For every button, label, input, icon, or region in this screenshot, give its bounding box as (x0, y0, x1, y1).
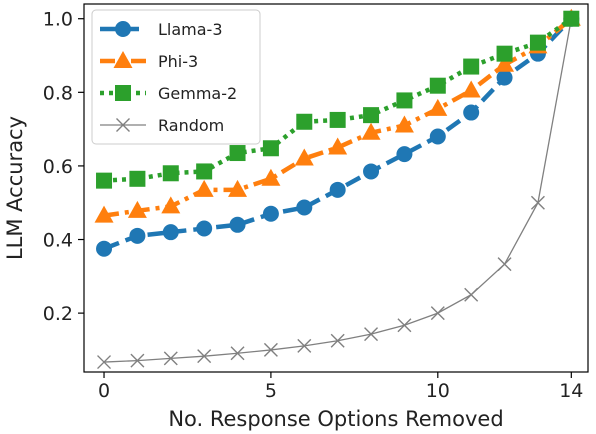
data-point (330, 333, 345, 348)
data-point (229, 216, 246, 233)
data-point (394, 115, 414, 133)
legend-entry-llama-3: Llama-3 (100, 20, 223, 39)
y-tick-label: 0.2 (43, 303, 73, 325)
series-random (97, 11, 579, 370)
data-point (296, 199, 313, 216)
plot-area (94, 8, 581, 370)
data-point (96, 240, 113, 257)
data-point (461, 80, 481, 98)
data-point (496, 45, 513, 62)
data-point (464, 287, 479, 302)
data-point (563, 10, 580, 27)
data-point (127, 200, 147, 218)
y-tick-label: 0.8 (43, 82, 73, 104)
data-point (329, 111, 346, 128)
data-point (430, 306, 445, 321)
legend-label: Phi-3 (158, 52, 198, 71)
data-point (163, 351, 178, 366)
x-axis-label: No. Response Options Removed (168, 407, 503, 431)
data-point (363, 163, 380, 180)
series-line-gemma-2 (103, 16, 573, 183)
legend-entry-random: Random (100, 116, 224, 135)
data-point (429, 128, 446, 145)
y-tick-label: 0.4 (43, 230, 73, 252)
legend-label: Llama-3 (158, 20, 223, 39)
legend-marker (115, 21, 131, 37)
legend-label: Gemma-2 (158, 84, 237, 103)
legend-entry-phi-3: Phi-3 (100, 51, 198, 71)
data-point (429, 77, 446, 94)
data-point (229, 145, 246, 162)
data-point (397, 318, 412, 333)
data-point (196, 220, 213, 237)
legend-marker (115, 85, 131, 101)
x-tick-label: 5 (265, 380, 277, 402)
data-point (530, 195, 545, 210)
data-point (329, 181, 346, 198)
data-point (496, 69, 513, 86)
legend-marker (113, 51, 133, 68)
data-point (94, 205, 114, 223)
data-point (328, 137, 348, 155)
data-point (296, 113, 313, 130)
data-point (194, 179, 214, 197)
data-point (97, 355, 112, 370)
data-point (261, 168, 281, 186)
data-point (262, 205, 279, 222)
plot-frame (83, 3, 589, 373)
data-point (230, 346, 245, 361)
data-point (228, 179, 248, 197)
data-point (428, 98, 448, 116)
data-point (129, 170, 146, 187)
axes: 0 5 10 14 0.2 0.4 0.6 0.8 1.0 (43, 3, 589, 402)
data-point (197, 349, 212, 364)
y-tick-label: 0.6 (43, 156, 73, 178)
data-point (162, 224, 179, 241)
data-point (96, 172, 113, 189)
data-point (262, 140, 279, 157)
data-point (196, 163, 213, 180)
data-point (497, 257, 512, 272)
data-point (364, 327, 379, 342)
data-point (463, 104, 480, 121)
data-point (529, 34, 546, 51)
data-point (294, 148, 314, 166)
x-tick-label: 10 (426, 380, 450, 402)
data-point (130, 353, 145, 368)
y-axis-label: LLM Accuracy (3, 116, 27, 260)
data-point (463, 58, 480, 75)
legend: Llama-3 Phi-3 Gemma-2 Random (91, 9, 261, 145)
data-point (495, 54, 515, 72)
series-gemma-2 (96, 10, 580, 189)
data-point (161, 196, 181, 214)
legend-label: Random (158, 116, 224, 135)
data-point (263, 342, 278, 357)
data-point (363, 107, 380, 124)
y-tick-label: 1.0 (43, 9, 73, 31)
legend-entry-gemma-2: Gemma-2 (100, 84, 237, 103)
data-point (297, 338, 312, 353)
legend-marker (116, 118, 130, 132)
legend-box (91, 9, 261, 145)
x-tick-label: 14 (559, 380, 583, 402)
data-point (396, 92, 413, 109)
data-point (129, 227, 146, 244)
data-point (361, 122, 381, 140)
data-point (396, 146, 413, 163)
x-tick-label: 0 (98, 380, 110, 402)
data-point (162, 165, 179, 182)
